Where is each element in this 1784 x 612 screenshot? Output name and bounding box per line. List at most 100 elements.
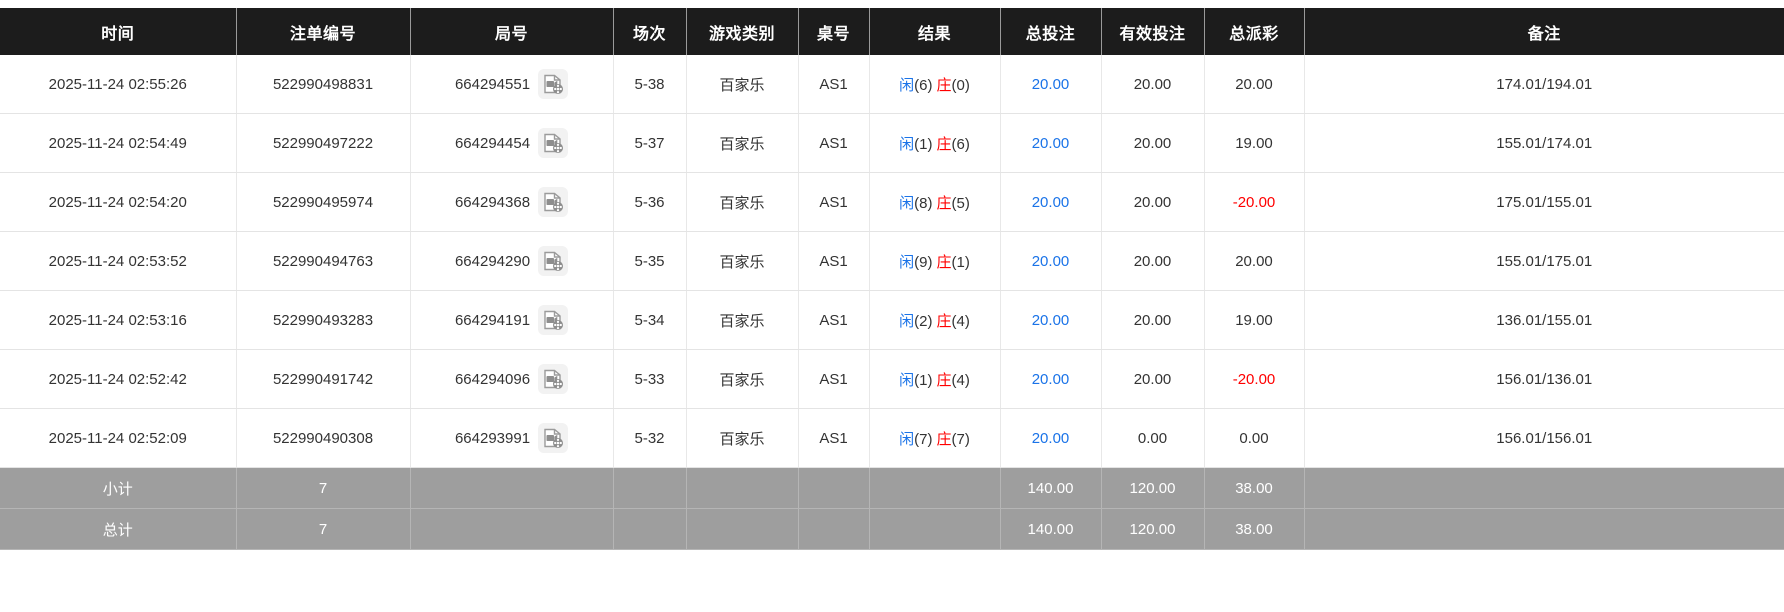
column-header-total_payout[interactable]: 总派彩 [1204, 8, 1305, 55]
cell-round_no[interactable]: 664294096 [410, 349, 614, 409]
game_type-value: 百家乐 [719, 76, 765, 94]
cell-table_no: AS1 [798, 172, 870, 232]
table-row[interactable]: 2025-11-24 02:53:52 522990494763 664294290… [0, 231, 1784, 291]
summary-label-value: 总计 [102, 521, 133, 539]
table-row[interactable]: 2025-11-24 02:54:49 522990497222 664294454… [0, 113, 1784, 173]
summary-cell-time: 小计 [0, 467, 237, 509]
cell-time: 2025-11-24 02:54:20 [0, 172, 237, 232]
video-replay-icon[interactable] [538, 364, 569, 394]
cell-round_no[interactable]: 664294290 [410, 231, 614, 291]
cell-round_no[interactable]: 664294191 [410, 290, 614, 350]
total_bet-value[interactable]: 20.00 [1031, 370, 1070, 388]
total_bet-value[interactable]: 20.00 [1031, 252, 1070, 270]
total_bet-value[interactable]: 20.00 [1031, 75, 1070, 93]
cell-time: 2025-11-24 02:54:49 [0, 113, 237, 173]
result-player: 闲(6) [899, 74, 932, 95]
game_type-value: 百家乐 [719, 135, 765, 153]
video-replay-icon[interactable] [538, 423, 569, 453]
result-pair: 闲(6) 庄(0) [899, 74, 970, 95]
result-banker-label: 庄 [936, 194, 952, 212]
result-player-value: (6) [914, 76, 933, 94]
cell-total_payout: -20.00 [1204, 349, 1305, 409]
total_bet-value[interactable]: 20.00 [1031, 311, 1070, 329]
column-header-shoe[interactable]: 场次 [613, 8, 687, 55]
video-replay-icon[interactable] [538, 305, 569, 335]
cell-round_no[interactable]: 664293991 [410, 408, 614, 468]
table_no-value: AS1 [819, 134, 848, 152]
cell-total_bet[interactable]: 20.00 [1000, 172, 1102, 232]
column-header-valid_bet[interactable]: 有效投注 [1101, 8, 1205, 55]
cell-total_bet[interactable]: 20.00 [1000, 349, 1102, 409]
cell-remark: 156.01/136.01 [1304, 349, 1784, 409]
table-row[interactable]: 2025-11-24 02:54:20 522990495974 664294368… [0, 172, 1784, 232]
summary-cell-empty-remark [1304, 508, 1784, 550]
column-header-round_no[interactable]: 局号 [410, 8, 614, 55]
summary-cell-time: 总计 [0, 508, 237, 550]
column-header-bet_id[interactable]: 注单编号 [236, 8, 411, 55]
table-header: 时间 注单编号 局号 场次 游戏类别 桌号 结果 总投注 有效投注 总派彩 备注 [0, 8, 1784, 55]
summary-cell-empty-table_no [798, 467, 870, 509]
video-replay-icon[interactable] [538, 69, 569, 99]
video-replay-icon[interactable] [538, 128, 569, 158]
result-player: 闲(1) [899, 369, 932, 390]
summary-cell-total_payout: 38.00 [1204, 508, 1305, 550]
result-player-value: (8) [914, 194, 933, 212]
column-header-label: 时间 [101, 25, 135, 43]
cell-shoe: 5-36 [613, 172, 687, 232]
cell-round_no[interactable]: 664294368 [410, 172, 614, 232]
column-header-remark[interactable]: 备注 [1304, 8, 1784, 55]
round-number-with-replay: 664294454 [454, 128, 569, 158]
round-number-with-replay: 664294551 [455, 69, 569, 99]
table-row[interactable]: 2025-11-24 02:55:26 522990498831 664294551… [0, 55, 1784, 114]
cell-bet_id: 522990493283 [236, 290, 411, 350]
result-banker: 庄(7) [937, 428, 970, 449]
result-player-value: (7) [914, 430, 933, 448]
total_bet-value[interactable]: 20.00 [1031, 193, 1070, 211]
header-row: 时间 注单编号 局号 场次 游戏类别 桌号 结果 总投注 有效投注 总派彩 备注 [0, 8, 1784, 55]
table_no-value: AS1 [819, 429, 848, 447]
video-replay-icon[interactable] [538, 187, 569, 217]
result-player-value: (1) [914, 371, 933, 389]
cell-total_bet[interactable]: 20.00 [1000, 408, 1102, 468]
summary-cell-empty-result [869, 467, 1001, 509]
cell-table_no: AS1 [798, 231, 870, 291]
valid_bet-value: 20.00 [1133, 134, 1172, 152]
column-header-table_no[interactable]: 桌号 [798, 8, 870, 55]
cell-time: 2025-11-24 02:52:42 [0, 349, 237, 409]
cell-round_no[interactable]: 664294551 [410, 55, 614, 114]
cell-valid_bet: 20.00 [1101, 349, 1205, 409]
remark-value: 156.01/136.01 [1496, 370, 1593, 388]
column-header-label: 结果 [917, 25, 951, 43]
total_bet-value[interactable]: 20.00 [1031, 429, 1070, 447]
table-row[interactable]: 2025-11-24 02:52:09 522990490308 664293991… [0, 408, 1784, 468]
shoe-value: 5-34 [634, 311, 665, 329]
summary-cell-empty-result [869, 508, 1001, 550]
cell-table_no: AS1 [798, 290, 870, 350]
cell-total_bet[interactable]: 20.00 [1000, 231, 1102, 291]
result-player-label: 闲 [899, 430, 915, 448]
result-player-label: 闲 [899, 135, 915, 153]
round-number-text: 664294454 [454, 134, 531, 152]
cell-total_bet[interactable]: 20.00 [1000, 113, 1102, 173]
cell-total_bet[interactable]: 20.00 [1000, 55, 1102, 114]
shoe-value: 5-35 [634, 252, 665, 270]
result-banker: 庄(4) [937, 369, 970, 390]
total_payout-value: 0.00 [1239, 429, 1269, 447]
bet_id-value: 522990498831 [272, 75, 374, 93]
total_bet-value[interactable]: 20.00 [1031, 134, 1070, 152]
result-banker-label: 庄 [936, 135, 952, 153]
column-header-total_bet[interactable]: 总投注 [1000, 8, 1102, 55]
remark-value: 155.01/175.01 [1496, 252, 1593, 270]
table-row[interactable]: 2025-11-24 02:52:42 522990491742 664294096… [0, 349, 1784, 409]
cell-total_bet[interactable]: 20.00 [1000, 290, 1102, 350]
table-row[interactable]: 2025-11-24 02:53:16 522990493283 664294191… [0, 290, 1784, 350]
column-header-time[interactable]: 时间 [0, 8, 237, 55]
video-replay-icon[interactable] [538, 246, 569, 276]
result-banker: 庄(6) [937, 133, 970, 154]
cell-shoe: 5-37 [613, 113, 687, 173]
valid_bet-value: 20.00 [1133, 370, 1172, 388]
column-header-result[interactable]: 结果 [869, 8, 1001, 55]
cell-round_no[interactable]: 664294454 [410, 113, 614, 173]
result-player-label: 闲 [899, 312, 915, 330]
column-header-game_type[interactable]: 游戏类别 [686, 8, 799, 55]
